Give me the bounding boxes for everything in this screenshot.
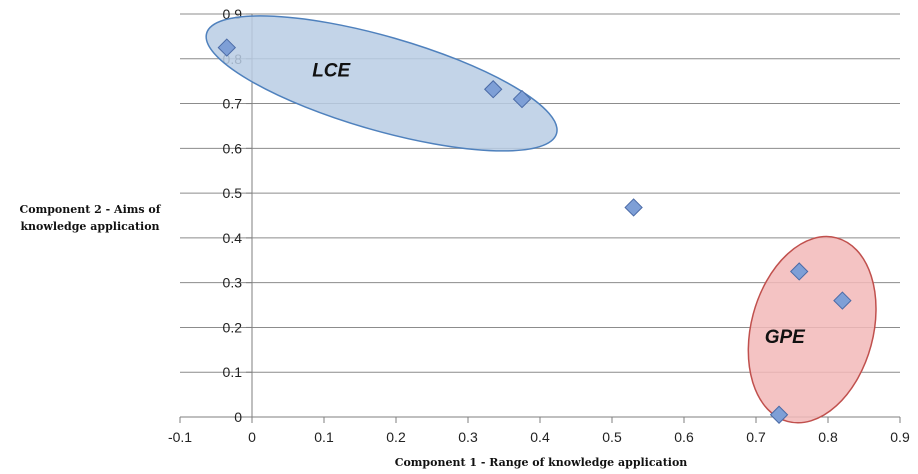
x-tick-label: 0 bbox=[248, 429, 256, 445]
x-tick-label: 0.3 bbox=[458, 429, 478, 445]
data-point-5 bbox=[833, 291, 852, 310]
cluster-label-gpe: GPE bbox=[765, 327, 806, 348]
data-point-3 bbox=[624, 198, 643, 217]
y-tick-label: 0.4 bbox=[223, 230, 243, 246]
x-tick-label: 0.9 bbox=[890, 429, 910, 445]
y-tick-label: 0.1 bbox=[223, 364, 243, 380]
data-point-6 bbox=[769, 405, 789, 424]
y-tick-label: 0.7 bbox=[223, 96, 243, 112]
cluster-ellipse-gpe bbox=[747, 235, 877, 424]
data-point-0 bbox=[217, 38, 237, 57]
data-point-4 bbox=[789, 262, 809, 281]
y-tick-label: 0 bbox=[234, 409, 242, 425]
cluster-label-lce: LCE bbox=[312, 61, 351, 82]
data-point-2 bbox=[512, 89, 532, 109]
x-tick-label: 0.8 bbox=[818, 429, 838, 445]
x-tick-label: -0.1 bbox=[168, 429, 192, 445]
x-tick-label: 0.6 bbox=[674, 429, 694, 445]
x-tick-label: 0.4 bbox=[530, 429, 550, 445]
data-point-1 bbox=[483, 80, 503, 99]
y-tick-label: 0.2 bbox=[223, 319, 243, 335]
y-tick-label: 0.3 bbox=[223, 275, 243, 291]
y-axis-title-line: Component 2 - Aims of bbox=[20, 203, 162, 216]
x-axis-title: Component 1 - Range of knowledge applica… bbox=[395, 456, 688, 469]
y-tick-label: 0.6 bbox=[223, 140, 243, 156]
y-tick-label: 0.5 bbox=[223, 185, 243, 201]
x-tick-label: 0.1 bbox=[314, 429, 334, 445]
y-axis-title-line: knowledge application bbox=[20, 220, 159, 233]
x-tick-label: 0.7 bbox=[746, 429, 766, 445]
x-tick-label: 0.2 bbox=[386, 429, 406, 445]
x-tick-label: 0.5 bbox=[602, 429, 622, 445]
cluster-ellipse-lce bbox=[205, 15, 558, 152]
